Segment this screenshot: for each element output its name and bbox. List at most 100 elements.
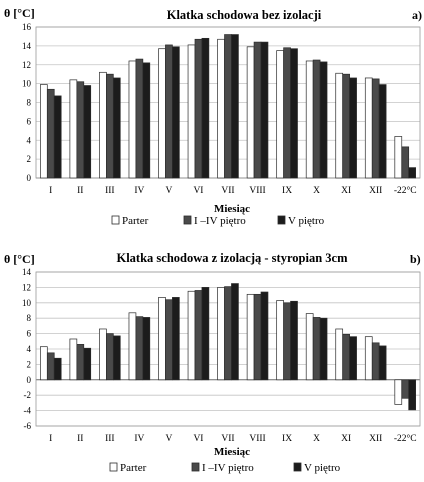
- x-tick-label: XI: [341, 186, 351, 196]
- bar-i-iv: [342, 334, 350, 381]
- bar-v: [142, 62, 151, 179]
- bar-v: [349, 77, 357, 179]
- x-tick-label: XI: [341, 434, 351, 444]
- x-tick-label: IV: [134, 186, 144, 196]
- bar-v: [260, 291, 269, 381]
- bar-parter: [276, 50, 284, 179]
- bar-parter: [40, 346, 48, 381]
- chart-b-xlabel: Miesiąc: [214, 446, 250, 458]
- bar-v: [53, 357, 62, 381]
- legend-swatch-i-iv: [183, 215, 192, 225]
- chart-a-y-ticks: 0 2 4 6 8 10 12 14 16: [22, 22, 32, 183]
- bar-i-iv: [76, 344, 85, 381]
- bar-i-iv: [401, 379, 410, 399]
- y-tick-label: 4: [27, 344, 32, 354]
- bar-parter: [305, 60, 314, 179]
- x-tick-label: X: [313, 186, 320, 196]
- legend-swatch-v: [293, 462, 302, 472]
- y-tick-label: 10: [22, 79, 32, 89]
- chart-a: θ [°C] Klatka schodowa bez izolacji a) 0…: [4, 6, 422, 227]
- y-tick-label: 2: [27, 359, 32, 369]
- y-tick-label: 12: [22, 60, 31, 70]
- bar-i-iv: [312, 59, 321, 179]
- y-tick-label: -4: [24, 406, 32, 416]
- bar-i-iv: [165, 299, 173, 381]
- legend-swatch-i-iv: [191, 462, 200, 472]
- y-tick-label: -2: [24, 390, 32, 400]
- x-tick-label: VI: [193, 434, 203, 444]
- x-tick-label: IX: [282, 434, 292, 444]
- y-tick-label: 16: [22, 22, 32, 32]
- bar-i-iv: [342, 73, 350, 179]
- y-tick-label: 6: [27, 116, 32, 126]
- bar-i-iv: [312, 317, 321, 381]
- y-tick-label: 8: [27, 313, 32, 323]
- legend-swatch-v: [277, 215, 286, 225]
- bar-i-iv: [401, 146, 410, 179]
- x-tick-label: -22°C: [394, 433, 417, 444]
- bar-v: [231, 283, 239, 381]
- bar-parter: [335, 72, 344, 179]
- y-tick-label: 0: [27, 375, 32, 385]
- y-tick-label: 14: [22, 41, 32, 51]
- bar-i-iv: [135, 58, 144, 179]
- bar-parter: [276, 300, 284, 381]
- legend-label-parter: Parter: [122, 215, 149, 227]
- x-tick-label: VII: [221, 434, 234, 444]
- bar-parter: [128, 312, 137, 381]
- y-tick-label: 4: [27, 135, 32, 145]
- bar-v: [349, 336, 357, 381]
- x-tick-label: I: [49, 434, 52, 444]
- bar-v: [172, 46, 180, 179]
- x-tick-label: I: [49, 186, 52, 196]
- x-tick-label: XII: [369, 186, 382, 196]
- bar-i-iv: [283, 47, 291, 179]
- bar-v: [290, 48, 298, 179]
- bar-v: [378, 345, 387, 381]
- legend-label-v: V piętro: [304, 462, 341, 474]
- chart-b-legend: Parter I –IV piętro V piętro: [109, 462, 341, 474]
- bar-parter: [305, 313, 314, 381]
- chart-b-panel-label: b): [410, 252, 421, 266]
- bar-i-iv: [224, 34, 232, 179]
- bar-parter: [99, 328, 107, 381]
- bar-v: [408, 379, 416, 411]
- x-tick-label: VII: [221, 186, 234, 196]
- x-tick-label: II: [77, 434, 83, 444]
- bar-i-iv: [253, 41, 262, 179]
- chart-b: θ [°C] Klatka schodowa z izolacją - styr…: [4, 251, 421, 474]
- bar-v: [142, 317, 151, 381]
- y-tick-label: 6: [27, 329, 32, 339]
- x-tick-label: II: [77, 186, 83, 196]
- x-tick-label: VIII: [249, 186, 265, 196]
- x-tick-label: V: [165, 434, 172, 444]
- chart-a-x-ticks: I II III IV V VI VII VIII IX X XI XII -22°C: [49, 185, 416, 196]
- plot-frame: [35, 271, 421, 427]
- chart-a-panel-label: a): [412, 8, 422, 22]
- bar-v: [378, 84, 387, 179]
- bar-parter: [128, 60, 137, 179]
- bar-parter: [187, 290, 196, 381]
- bar-i-iv: [106, 73, 114, 179]
- bar-v: [53, 95, 62, 179]
- bar-v: [112, 77, 121, 179]
- bar-parter: [69, 79, 78, 179]
- y-tick-label: 10: [22, 298, 32, 308]
- bar-v: [231, 34, 239, 179]
- chart-a-title: Klatka schodowa bez izolacji: [167, 8, 322, 22]
- x-tick-label: X: [313, 434, 320, 444]
- y-tick-label: 2: [27, 154, 32, 164]
- x-tick-label: IX: [282, 186, 292, 196]
- bar-i-iv: [371, 78, 380, 179]
- bar-v: [112, 335, 121, 381]
- legend-label-i-iv: I –IV piętro: [194, 215, 246, 227]
- x-tick-label: IV: [134, 434, 144, 444]
- bar-i-iv: [135, 316, 144, 381]
- bar-i-iv: [76, 81, 85, 179]
- chart-a-bars: [40, 34, 416, 179]
- y-tick-label: -6: [24, 421, 32, 431]
- x-tick-label: VI: [193, 186, 203, 196]
- x-tick-label: XII: [369, 434, 382, 444]
- bar-parter: [394, 136, 403, 179]
